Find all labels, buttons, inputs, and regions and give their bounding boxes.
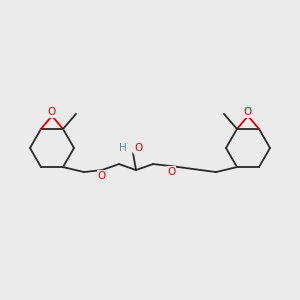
Text: O: O [98, 171, 106, 181]
Text: O: O [48, 107, 56, 117]
Text: H: H [119, 143, 127, 153]
Text: O: O [167, 167, 175, 177]
Text: O: O [134, 143, 142, 153]
Text: O: O [244, 107, 252, 117]
